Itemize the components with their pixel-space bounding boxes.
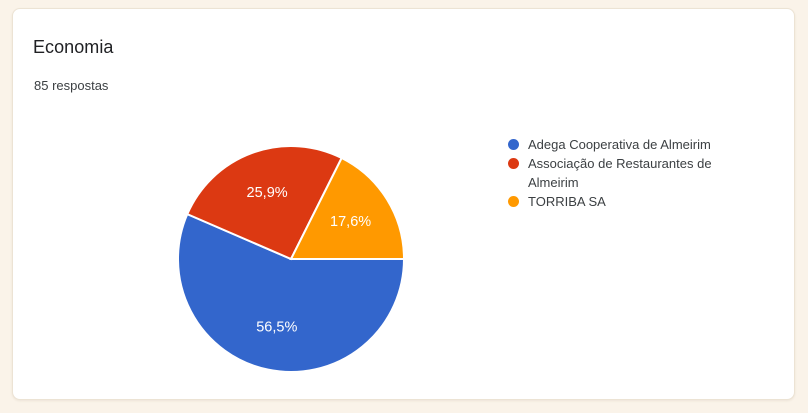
legend-color-swatch-icon [508, 139, 519, 150]
plot-area: 56,5% 25,9% 17,6% Adega Cooperativa de A… [13, 9, 794, 399]
pie-slices [177, 145, 406, 373]
pie-slice-label-0: 56,5% [256, 319, 297, 335]
legend-item-torriba-sa[interactable]: TORRIBA SA [508, 192, 773, 211]
page-title: Economia [33, 37, 114, 57]
pie-slice-torriba-sa[interactable] [289, 156, 406, 260]
pie-slice-label-1: 25,9% [247, 185, 288, 201]
pie-chart: 56,5% 25,9% 17,6% [177, 145, 406, 373]
pie-slice-labels: 56,5% 25,9% 17,6% [247, 185, 372, 335]
chart-legend: Adega Cooperativa de Almeirim Associação… [508, 135, 773, 211]
pie-slice-associacao-de-restaurantes-de-almeirim[interactable] [185, 145, 344, 261]
legend-item-label: Associação de Restaurantes de Almeirim [528, 156, 712, 190]
legend-item-adega-cooperativa-de-almeirim[interactable]: Adega Cooperativa de Almeirim [508, 135, 773, 154]
legend-item-label: Adega Cooperativa de Almeirim [528, 137, 711, 152]
response-count: 85 respostas [34, 78, 109, 93]
legend-color-swatch-icon [508, 158, 519, 169]
chart-card: Economia 85 respostas 56,5% 25,9% 17,6% … [12, 8, 795, 400]
legend-item-label: TORRIBA SA [528, 194, 606, 209]
legend-color-swatch-icon [508, 196, 519, 207]
pie-slice-adega-cooperativa-de-almeirim[interactable] [177, 212, 406, 373]
pie-slice-label-2: 17,6% [330, 214, 371, 230]
legend-item-associacao-de-restaurantes-de-almeirim[interactable]: Associação de Restaurantes de Almeirim [508, 154, 773, 192]
